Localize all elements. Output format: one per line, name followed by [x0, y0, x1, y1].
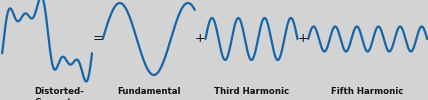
Text: Fifth Harmonic: Fifth Harmonic — [331, 88, 404, 96]
Text: +: + — [298, 32, 308, 46]
Text: +: + — [195, 32, 205, 46]
Text: Distorted-
Current
Waveform: Distorted- Current Waveform — [34, 88, 84, 100]
Text: Third Harmonic: Third Harmonic — [214, 88, 289, 96]
Text: Fundamental: Fundamental — [117, 88, 181, 96]
Text: =: = — [92, 32, 103, 46]
